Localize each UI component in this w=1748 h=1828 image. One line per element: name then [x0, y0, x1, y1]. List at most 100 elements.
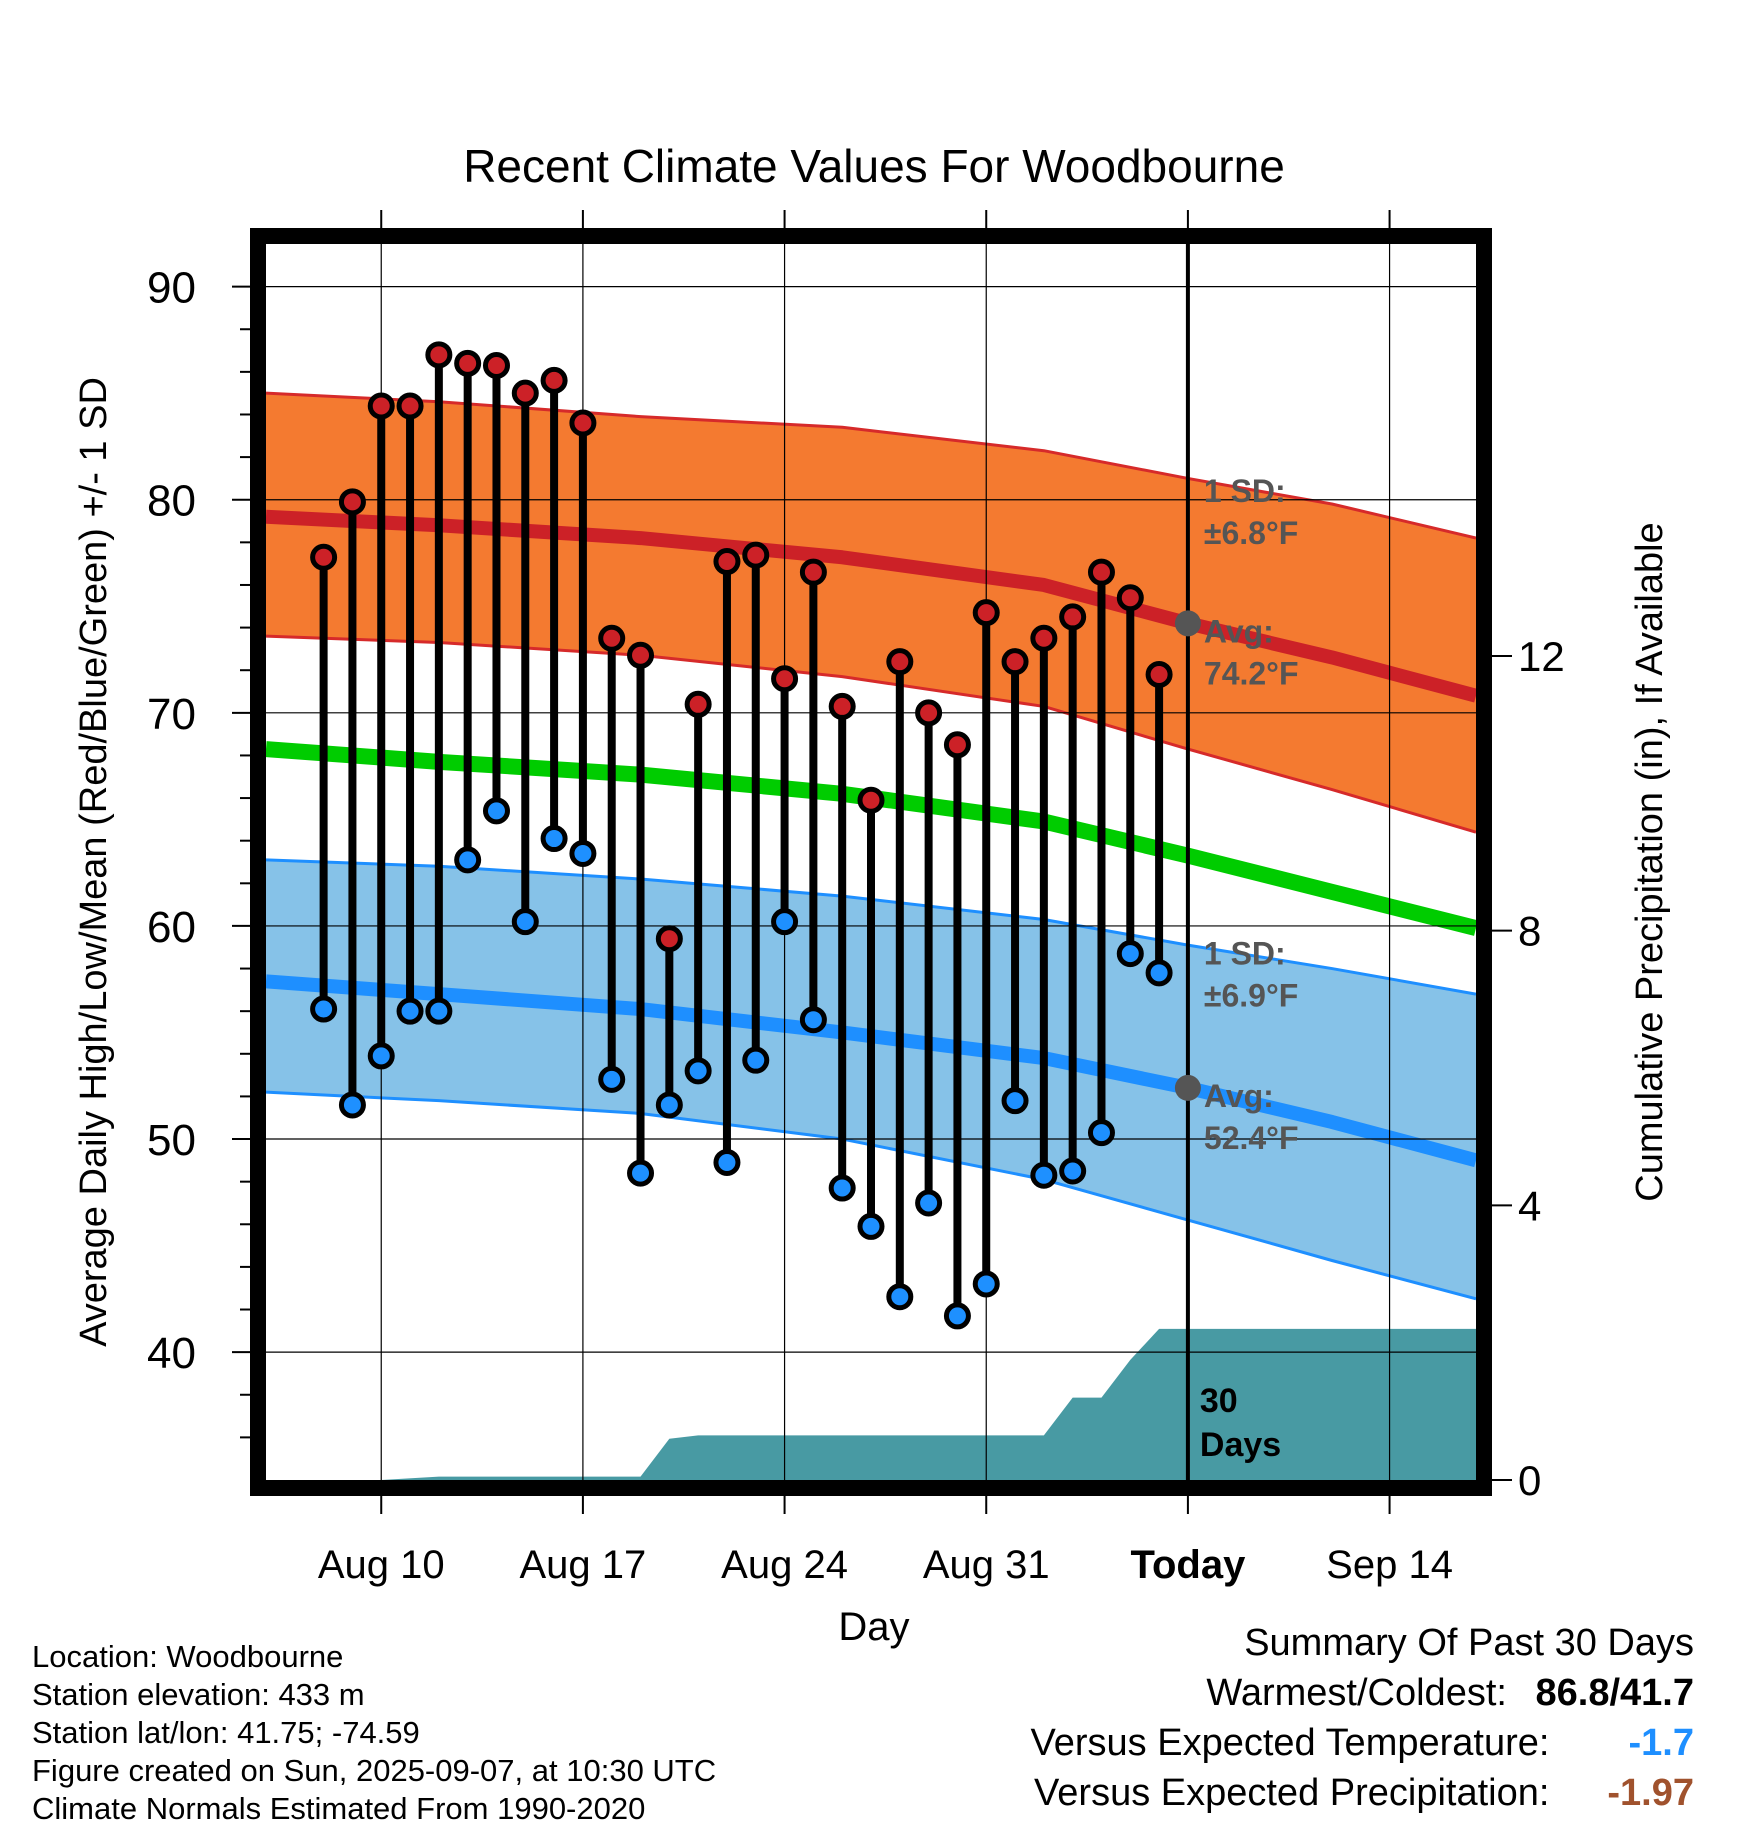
- x-tick-label: Today: [1130, 1543, 1246, 1587]
- low-point: [425, 997, 453, 1025]
- high-point: [771, 665, 799, 693]
- annotation-label-2: 1 SD:: [1204, 935, 1286, 971]
- x-axis-title: Day: [838, 1605, 909, 1649]
- today-high-normal-point: [1174, 610, 1201, 637]
- high-lower-edge: [266, 634, 1476, 834]
- low-point: [972, 1270, 1000, 1298]
- high-point: [1001, 648, 1029, 676]
- high-sd-band: [266, 393, 1476, 833]
- warm-cold-label: Warmest/Coldest:: [1206, 1672, 1507, 1714]
- low-point: [511, 908, 539, 936]
- y-tick-label: 50: [147, 1116, 196, 1165]
- observations: [310, 341, 1173, 1330]
- annotation-value-2: ±6.9°F: [1204, 977, 1298, 1013]
- high-point: [367, 392, 395, 420]
- low-point: [1087, 1119, 1115, 1147]
- low-point: [310, 995, 338, 1023]
- low-point: [627, 1159, 655, 1187]
- summary-panel: Summary Of Past 30 Days Warmest/Coldest:…: [1031, 1618, 1694, 1818]
- annotation-label-1: Avg:: [1204, 614, 1274, 650]
- precip-anomaly-label: Versus Expected Precipitation:: [1034, 1772, 1550, 1814]
- high-point: [396, 392, 424, 420]
- low-point: [799, 1006, 827, 1034]
- station-info: Location: Woodbourne Station elevation: …: [32, 1638, 716, 1828]
- plot-area: [266, 244, 1476, 1480]
- annotation-value-1: 74.2°F: [1204, 656, 1299, 692]
- low-lower-edge: [266, 1090, 1476, 1301]
- high-point: [425, 341, 453, 369]
- summary-title: Summary Of Past 30 Days: [1244, 1622, 1694, 1664]
- y-tick-label: 80: [147, 477, 196, 526]
- low-point: [598, 1065, 626, 1093]
- low-point: [857, 1212, 885, 1240]
- low-point: [540, 825, 568, 853]
- annotation-value-3: 52.4°F: [1204, 1120, 1299, 1156]
- low-point: [1001, 1087, 1029, 1115]
- high-point: [310, 543, 338, 571]
- high-point: [338, 488, 366, 516]
- high-point: [1116, 584, 1144, 612]
- low-point: [1030, 1161, 1058, 1189]
- plot-frame: [250, 228, 1492, 1496]
- high-point: [1030, 624, 1058, 652]
- normal-low-line: [266, 974, 1476, 1168]
- x-axis: Aug 10 Aug 17 Aug 24 Aug 31 Today Sep 14: [318, 210, 1453, 1587]
- y2-tick-label: 8: [1518, 908, 1541, 955]
- y-tick-label: 60: [147, 903, 196, 952]
- high-point: [742, 541, 770, 569]
- high-point: [482, 351, 510, 379]
- high-point: [655, 925, 683, 953]
- low-point: [1145, 959, 1173, 987]
- low-point: [742, 1046, 770, 1074]
- annotation-label-0: 1 SD:: [1204, 473, 1286, 509]
- warm-cold-row: Warmest/Coldest: 86.8/41.7: [1031, 1668, 1694, 1718]
- high-point: [828, 692, 856, 720]
- y2-tick-label: 0: [1518, 1457, 1541, 1504]
- annotation-value-0: ±6.8°F: [1204, 515, 1298, 551]
- high-point: [1059, 603, 1087, 631]
- precip-anomaly-value: -1.97: [1607, 1772, 1694, 1814]
- y2-tick-label: 4: [1518, 1182, 1541, 1229]
- y2-tick-label: 12: [1518, 633, 1565, 680]
- precip-anomaly-row: Versus Expected Precipitation: -1.97: [1031, 1768, 1694, 1818]
- precip-area: [266, 1328, 1476, 1480]
- temp-anomaly-value: -1.7: [1628, 1722, 1694, 1764]
- low-point: [943, 1302, 971, 1330]
- low-point: [684, 1057, 712, 1085]
- temp-anomaly-row: Versus Expected Temperature: -1.7: [1031, 1718, 1694, 1768]
- high-point: [454, 349, 482, 377]
- low-point: [367, 1042, 395, 1070]
- low-point: [569, 839, 597, 867]
- location-text: Location: Woodbourne: [32, 1639, 344, 1674]
- high-point: [627, 641, 655, 669]
- x-tick-label: Aug 24: [721, 1543, 848, 1587]
- low-point: [828, 1174, 856, 1202]
- low-point: [886, 1283, 914, 1311]
- low-point: [396, 997, 424, 1025]
- left-axis: 40 50 60 70 80 90: [147, 264, 250, 1439]
- high-point: [569, 409, 597, 437]
- low-point: [454, 846, 482, 874]
- created-text: Figure created on Sun, 2025-09-07, at 10…: [32, 1753, 717, 1788]
- chart-title: Recent Climate Values For Woodbourne: [463, 140, 1285, 192]
- y-tick-label: 40: [147, 1329, 196, 1378]
- x-tick-label: Sep 14: [1326, 1543, 1453, 1587]
- normals-text: Climate Normals Estimated From 1990-2020: [32, 1791, 646, 1826]
- high-point: [1087, 558, 1115, 586]
- normal-high-line: [266, 509, 1476, 703]
- low-point: [482, 797, 510, 825]
- high-point: [857, 786, 885, 814]
- low-point: [771, 908, 799, 936]
- x-tick-label: Aug 17: [520, 1543, 647, 1587]
- normal-mean-line: [266, 741, 1476, 936]
- y-tick-label: 70: [147, 690, 196, 739]
- high-point: [511, 379, 539, 407]
- high-point: [972, 599, 1000, 627]
- latlon-text: Station lat/lon: 41.75; -74.59: [32, 1715, 420, 1750]
- x-tick-label: Aug 10: [318, 1543, 445, 1587]
- today-low-normal-point: [1174, 1074, 1201, 1101]
- high-point: [1145, 660, 1173, 688]
- precip-label-line1: 30: [1200, 1382, 1238, 1420]
- x-tick-label: Aug 31: [923, 1543, 1050, 1587]
- high-point: [598, 624, 626, 652]
